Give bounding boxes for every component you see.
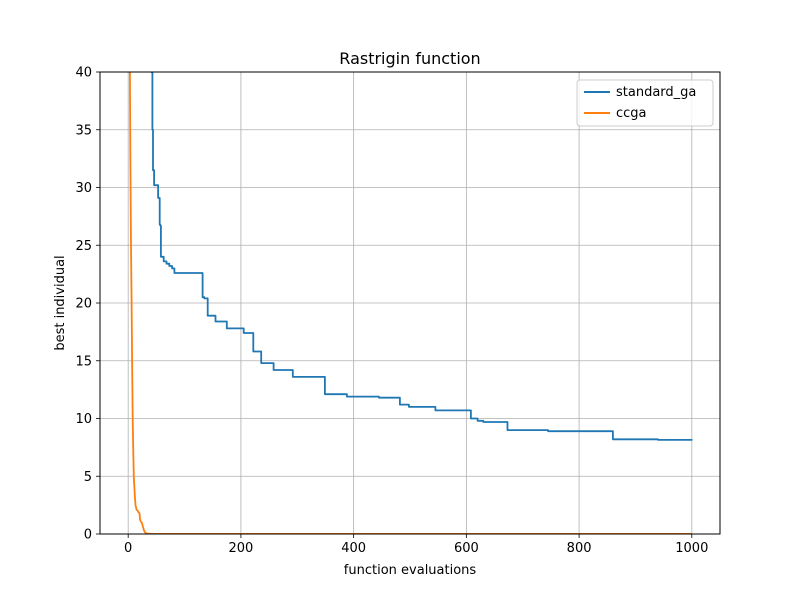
y-tick-label: 35	[75, 123, 92, 138]
x-tick-label: 1000	[675, 541, 708, 556]
ticks: 0 200 400 600 800 1000 0 5 10 15 20 25 30 35 40	[75, 66, 708, 557]
y-tick-label: 20	[75, 297, 92, 312]
x-tick-label: 600	[454, 541, 479, 556]
y-axis-label: best individual	[53, 255, 68, 350]
y-tick-label: 10	[75, 412, 92, 427]
y-tick-label: 0	[84, 528, 92, 543]
legend-label-ccga: ccga	[616, 106, 647, 121]
y-tick-label: 40	[75, 66, 92, 81]
y-tick-label: 5	[84, 470, 92, 485]
x-tick-label: 200	[228, 541, 253, 556]
legend-box	[576, 79, 714, 127]
x-tick-label: 800	[567, 541, 592, 556]
y-tick-label: 15	[75, 354, 92, 369]
series-line-standard-ga	[150, 72, 693, 441]
chart-title: Rastrigin function	[339, 49, 480, 68]
legend-label-standard-ga: standard_ga	[616, 85, 696, 100]
x-tick-label: 400	[341, 541, 366, 556]
x-axis-label: function evaluations	[344, 563, 477, 578]
y-tick-label: 25	[75, 239, 92, 254]
y-tick-label: 30	[75, 181, 92, 196]
x-tick-label: 0	[124, 541, 132, 556]
legend: standard_ga ccga	[576, 79, 714, 127]
